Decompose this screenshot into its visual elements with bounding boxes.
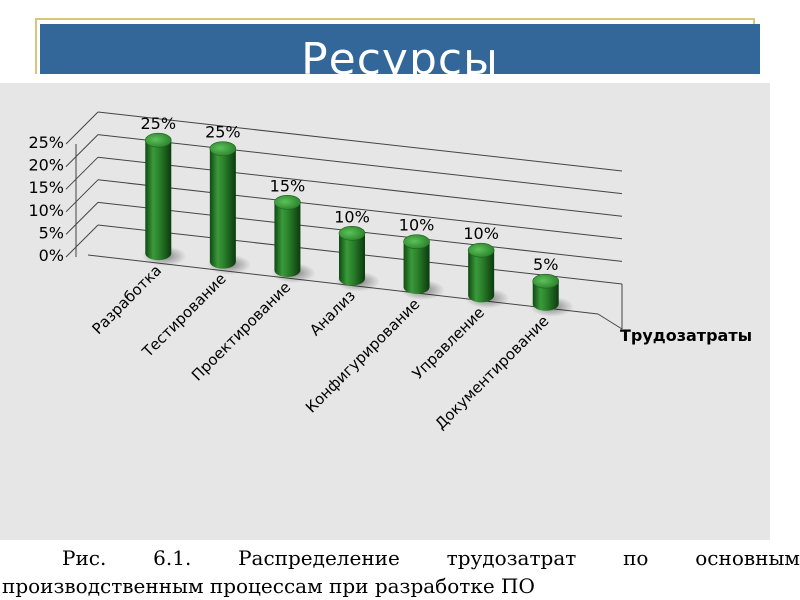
caption-word: основным bbox=[695, 546, 800, 570]
y-tick-label: 15% bbox=[28, 178, 64, 197]
gridline-side bbox=[65, 224, 99, 258]
category-label: Управление bbox=[409, 303, 488, 382]
gridline-side bbox=[65, 202, 99, 235]
bar bbox=[403, 241, 430, 294]
gridline bbox=[97, 134, 623, 195]
legend-label: Трудозатраты bbox=[620, 326, 752, 345]
bar bbox=[532, 281, 559, 311]
bar-top bbox=[144, 132, 172, 148]
y-tick-label: 25% bbox=[28, 133, 64, 152]
gridline-side bbox=[65, 179, 99, 213]
y-tick-label: 0% bbox=[39, 246, 64, 265]
data-label: 10% bbox=[463, 224, 499, 243]
data-label: 25% bbox=[141, 114, 177, 133]
depth-edge bbox=[597, 313, 623, 330]
title-bar: Ресурсы bbox=[40, 24, 760, 74]
caption-word: Рис. bbox=[62, 546, 107, 570]
data-label: 15% bbox=[270, 176, 306, 195]
bar-top bbox=[338, 226, 366, 241]
bar-top bbox=[403, 234, 430, 250]
bar bbox=[274, 202, 301, 278]
y-tick-label: 10% bbox=[28, 201, 64, 220]
chart: 0%5%10%15%20%25%25%Разработка25%Тестиров… bbox=[28, 111, 752, 433]
bar bbox=[209, 148, 236, 269]
data-label: 10% bbox=[334, 207, 370, 226]
bar bbox=[145, 140, 172, 261]
gridline-side bbox=[65, 156, 99, 190]
caption-word: трудозатрат bbox=[446, 546, 577, 570]
caption-word: 6.1. bbox=[153, 546, 192, 570]
gridline bbox=[97, 156, 623, 217]
gridline bbox=[97, 111, 623, 172]
data-label: 5% bbox=[533, 255, 558, 274]
caption-word: по bbox=[623, 546, 649, 570]
gridline bbox=[97, 179, 623, 240]
bar-top bbox=[209, 141, 237, 156]
category-label: Разработка bbox=[88, 261, 165, 338]
bar-top bbox=[532, 273, 560, 289]
caption-line-1: Рис. 6.1. Распределение трудозатрат по о… bbox=[0, 544, 800, 572]
bar bbox=[339, 233, 365, 286]
gridline-side bbox=[65, 134, 99, 167]
caption-word: Распределение bbox=[238, 546, 400, 570]
bar-top bbox=[274, 194, 301, 210]
y-tick-label: 5% bbox=[39, 223, 64, 242]
caption-line-2: производственным процессам при разработк… bbox=[2, 574, 535, 598]
data-label: 25% bbox=[205, 123, 241, 142]
chart-panel: 0% 5% 10% 15% 20% 25% 25% Разработка 25% Тестиров… bbox=[0, 83, 770, 540]
bar bbox=[468, 250, 495, 303]
figure-caption: Рис. 6.1. Распределение трудозатрат по о… bbox=[0, 544, 800, 600]
gridline-side bbox=[65, 111, 99, 145]
category-label: Анализ bbox=[306, 287, 359, 340]
data-label: 10% bbox=[399, 216, 435, 235]
y-tick-label: 20% bbox=[28, 156, 64, 175]
slide-title: Ресурсы bbox=[301, 34, 499, 74]
bar-top bbox=[467, 242, 495, 258]
